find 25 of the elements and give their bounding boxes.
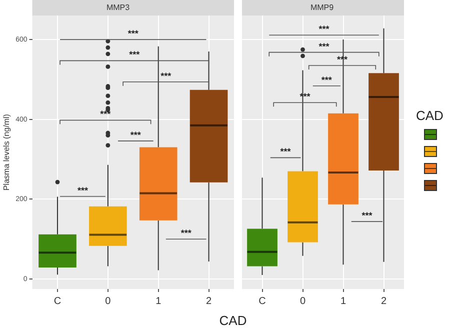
x-axis-title: CAD — [219, 313, 247, 328]
x-tick-label: C — [54, 296, 62, 307]
x-tick-label: 0 — [300, 296, 306, 307]
annotation: *** — [362, 210, 373, 221]
y-axis-title: Plasma levels (ng/ml) — [2, 114, 12, 191]
chart-title: MMP3 — [106, 3, 130, 12]
x-tick-label: 2 — [206, 296, 212, 307]
annotation: *** — [128, 28, 139, 39]
annotation: *** — [130, 130, 142, 140]
x-tick-label: 0 — [105, 296, 112, 307]
annotation: *** — [180, 228, 192, 238]
annotation: *** — [100, 109, 112, 120]
x-tick-label: 1 — [340, 296, 346, 307]
annotation: *** — [318, 41, 330, 52]
annotation: *** — [77, 185, 88, 196]
annotation: *** — [321, 74, 332, 85]
chart-title: MMP9 — [310, 3, 334, 12]
x-tick-label: 2 — [380, 296, 387, 307]
annotation: *** — [129, 50, 140, 60]
annotation: *** — [280, 146, 292, 157]
legend-title: CAD — [416, 108, 444, 123]
annotation: *** — [318, 24, 330, 34]
x-tick-label: C — [258, 296, 266, 307]
annotation: *** — [160, 70, 172, 81]
x-tick-label: 1 — [156, 296, 162, 307]
